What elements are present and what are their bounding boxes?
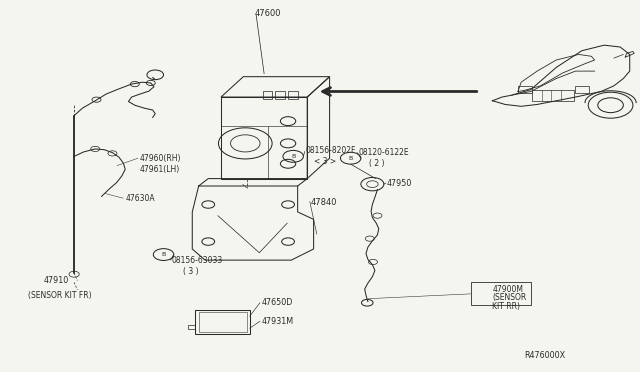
Bar	[195, 310, 250, 334]
Text: < 3 >: < 3 >	[314, 157, 336, 166]
Text: 08156-8202F: 08156-8202F	[306, 146, 356, 155]
Text: 47960(RH): 47960(RH)	[140, 154, 181, 163]
Text: 47630A: 47630A	[125, 195, 155, 203]
Text: 47950: 47950	[387, 179, 412, 187]
Bar	[532, 90, 573, 101]
Text: (SENSOR KIT FR): (SENSOR KIT FR)	[28, 291, 91, 300]
Text: 47840: 47840	[311, 198, 337, 207]
Bar	[275, 92, 285, 99]
Bar	[198, 312, 246, 333]
Text: (SENSOR: (SENSOR	[492, 294, 527, 302]
Text: 47931M: 47931M	[261, 317, 293, 326]
Bar	[575, 86, 589, 93]
Text: 47900M: 47900M	[492, 285, 524, 294]
Text: ( 3 ): ( 3 )	[182, 267, 198, 276]
Bar	[262, 92, 272, 99]
Bar	[188, 325, 195, 329]
Text: ( 2 ): ( 2 )	[369, 159, 385, 168]
Text: B: B	[161, 252, 166, 257]
Bar	[470, 282, 531, 305]
Text: 47600: 47600	[255, 9, 282, 18]
Text: B: B	[291, 154, 295, 159]
Text: R476000X: R476000X	[524, 351, 566, 360]
Bar	[518, 86, 532, 93]
Text: 47961(LH): 47961(LH)	[140, 165, 180, 174]
Text: KIT RR): KIT RR)	[492, 302, 520, 311]
Text: 47650D: 47650D	[261, 298, 292, 307]
Text: 08120-6122E: 08120-6122E	[358, 148, 409, 157]
Bar	[288, 92, 298, 99]
Text: B: B	[349, 156, 353, 161]
Text: 47910: 47910	[44, 276, 69, 285]
Text: 08156-63033: 08156-63033	[172, 256, 223, 264]
